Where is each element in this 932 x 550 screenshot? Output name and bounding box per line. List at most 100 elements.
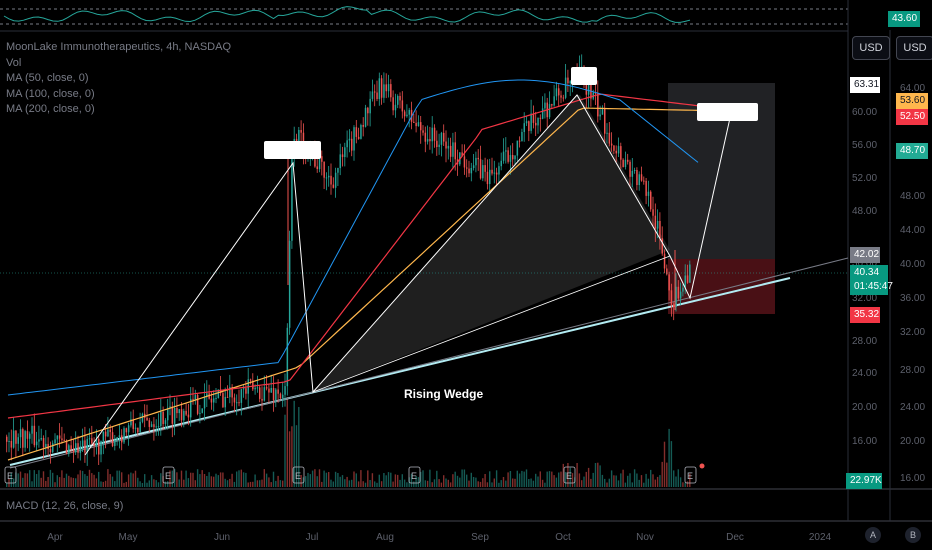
- volume-bar: [502, 477, 505, 487]
- legend-ma50[interactable]: MA (50, close, 0): [6, 72, 89, 84]
- volume-bar: [684, 482, 686, 487]
- candle-body: [210, 398, 213, 403]
- candle-body: [636, 170, 638, 185]
- auto-scale-button[interactable]: A: [865, 527, 881, 543]
- wedge-fill: [313, 95, 670, 392]
- volume-bar: [160, 473, 162, 487]
- volume-bar: [121, 472, 123, 487]
- earnings-letter: E: [7, 471, 13, 481]
- x-axis-tick-label: Oct: [555, 532, 571, 543]
- currency-button-left[interactable]: USD: [852, 36, 890, 60]
- candle-body: [254, 387, 256, 390]
- volume-bar: [275, 480, 277, 487]
- candle-body: [677, 286, 680, 299]
- volume-bar: [443, 475, 445, 487]
- x-axis-tick-label: Sep: [471, 532, 489, 543]
- candle-body: [153, 424, 155, 428]
- candle-body: [10, 441, 13, 448]
- candle-body: [615, 150, 617, 154]
- volume-bar: [45, 480, 47, 487]
- volume-bar: [546, 471, 548, 487]
- candle-body: [282, 394, 284, 399]
- candle-body: [585, 82, 588, 95]
- candle-body: [429, 139, 431, 142]
- x-axis-tick-label: Jun: [214, 532, 230, 543]
- volume-bar: [390, 472, 392, 487]
- volume-bar: [91, 473, 93, 487]
- volume-bar: [518, 473, 521, 487]
- volume-bar: [364, 482, 367, 487]
- volume-bar: [429, 469, 431, 487]
- volume-bar: [323, 470, 325, 487]
- volume-bar: [141, 483, 144, 487]
- volume-bar: [394, 474, 397, 487]
- candle-body: [199, 412, 201, 414]
- candle-body: [148, 420, 151, 427]
- volume-bar: [137, 477, 139, 487]
- volume-bar: [305, 476, 307, 487]
- volume-bar: [571, 473, 574, 487]
- candle-body: [661, 238, 663, 254]
- right-axis-tick-label: 48.00: [852, 206, 877, 217]
- candle-body: [79, 446, 82, 453]
- candle-body: [146, 417, 148, 421]
- candle-body: [52, 443, 54, 453]
- candle-body: [518, 140, 521, 142]
- volume-bar: [40, 477, 42, 487]
- volume-bar: [52, 472, 54, 487]
- candle-body: [252, 380, 254, 390]
- candle-body: [339, 154, 341, 169]
- volume-bar: [668, 428, 670, 487]
- currency-button-right[interactable]: USD: [896, 36, 932, 60]
- volume-bar: [663, 441, 666, 487]
- candle-body: [686, 275, 689, 283]
- legend-vol[interactable]: Vol: [6, 56, 22, 69]
- earnings-marker: E: [292, 466, 305, 484]
- pattern-base-line: [312, 255, 671, 393]
- candle-body: [323, 161, 325, 178]
- candle-body: [507, 150, 509, 162]
- volume-bar: [206, 476, 208, 487]
- volume-bar: [638, 479, 640, 487]
- volume-bar: [624, 482, 627, 487]
- candle-body: [295, 138, 298, 142]
- volume-bar: [537, 476, 539, 487]
- volume-bar: [633, 469, 636, 487]
- macd-legend[interactable]: MACD (12, 26, close, 9): [6, 500, 124, 512]
- volume-bar: [176, 472, 178, 487]
- candle-body: [355, 127, 358, 137]
- candle-body: [420, 122, 422, 131]
- volume-bar: [459, 477, 461, 487]
- volume-bar: [613, 475, 615, 487]
- candle-body: [594, 92, 597, 94]
- candle-body: [98, 438, 100, 455]
- volume-bar: [286, 397, 288, 487]
- volume-bar: [118, 470, 121, 487]
- candle-body: [567, 77, 569, 84]
- volume-bar: [72, 477, 75, 487]
- volume-bar: [677, 469, 679, 487]
- legend-ma100[interactable]: MA (100, close, 0): [6, 87, 95, 100]
- target-price-tag: 42.02: [850, 247, 880, 263]
- candle-body: [374, 91, 376, 93]
- candle-body: [160, 411, 162, 427]
- candle-body: [668, 274, 670, 291]
- log-scale-button[interactable]: B: [905, 527, 921, 543]
- volume-bar: [348, 480, 351, 487]
- candle-body: [268, 388, 270, 393]
- volume-bar: [328, 472, 330, 487]
- earnings-marker: E: [684, 466, 697, 484]
- candle-body: [279, 393, 282, 399]
- volume-bar: [484, 474, 486, 487]
- volume-bar: [22, 477, 24, 487]
- volume-bar: [569, 467, 571, 487]
- candle-body: [58, 435, 61, 439]
- candle-body: [316, 166, 318, 169]
- legend-ma200[interactable]: MA (200, close, 0): [6, 103, 95, 115]
- candle-body: [433, 127, 436, 141]
- candle-body: [328, 175, 330, 178]
- volume-bar: [311, 470, 314, 487]
- volume-bar: [194, 480, 196, 487]
- volume-bar: [627, 475, 629, 487]
